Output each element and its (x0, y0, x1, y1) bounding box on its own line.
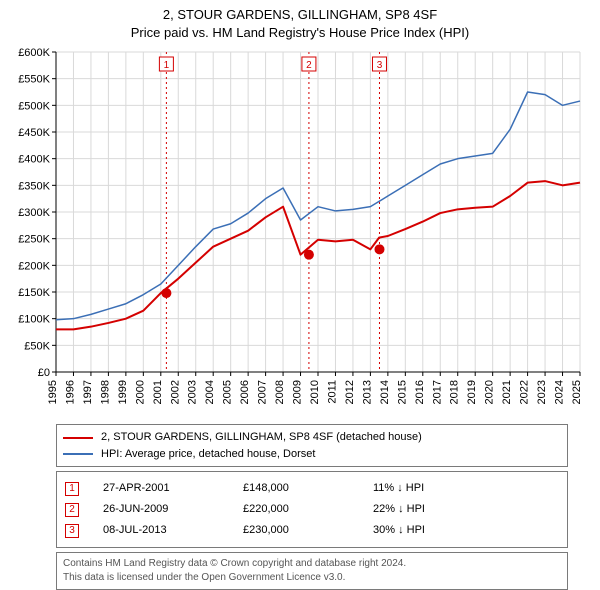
svg-text:£550K: £550K (18, 74, 50, 86)
title-block: 2, STOUR GARDENS, GILLINGHAM, SP8 4SF Pr… (0, 0, 600, 42)
event-delta: 11% ↓ HPI (373, 478, 424, 499)
title-line-1: 2, STOUR GARDENS, GILLINGHAM, SP8 4SF (0, 6, 600, 24)
legend-row: HPI: Average price, detached house, Dors… (63, 446, 561, 463)
svg-text:2017: 2017 (431, 380, 443, 404)
svg-text:1997: 1997 (82, 380, 94, 404)
event-price: £230,000 (243, 520, 373, 541)
legend-label: HPI: Average price, detached house, Dors… (101, 446, 315, 463)
svg-text:2019: 2019 (466, 380, 478, 404)
legend-box: 2, STOUR GARDENS, GILLINGHAM, SP8 4SF (d… (56, 424, 568, 467)
event-date: 08-JUL-2013 (103, 520, 243, 541)
svg-text:£450K: £450K (18, 127, 50, 139)
svg-text:£100K: £100K (18, 314, 50, 326)
svg-text:£0: £0 (38, 367, 50, 379)
svg-text:2001: 2001 (152, 380, 164, 404)
footer-line-2: This data is licensed under the Open Gov… (63, 571, 561, 585)
svg-text:2007: 2007 (257, 380, 269, 404)
svg-text:2024: 2024 (554, 380, 566, 404)
svg-text:3: 3 (377, 60, 383, 71)
svg-text:2004: 2004 (204, 380, 216, 404)
footer-box: Contains HM Land Registry data © Crown c… (56, 552, 568, 590)
svg-text:£150K: £150K (18, 287, 50, 299)
svg-text:2023: 2023 (536, 380, 548, 404)
svg-text:£400K: £400K (18, 154, 50, 166)
legend-row: 2, STOUR GARDENS, GILLINGHAM, SP8 4SF (d… (63, 429, 561, 446)
svg-text:1999: 1999 (117, 380, 129, 404)
svg-text:£250K: £250K (18, 234, 50, 246)
svg-text:2018: 2018 (449, 380, 461, 404)
svg-text:1995: 1995 (47, 380, 59, 404)
svg-text:2008: 2008 (274, 380, 286, 404)
svg-text:2005: 2005 (222, 380, 234, 404)
svg-text:£350K: £350K (18, 181, 50, 193)
title-line-2: Price paid vs. HM Land Registry's House … (0, 24, 600, 42)
event-row: 2 26-JUN-2009£220,00022% ↓ HPI (65, 499, 559, 520)
svg-text:2020: 2020 (484, 380, 496, 404)
event-row: 1 27-APR-2001£148,00011% ↓ HPI (65, 478, 559, 499)
svg-text:£50K: £50K (24, 341, 50, 353)
legend-swatch (63, 453, 93, 455)
event-price: £148,000 (243, 478, 373, 499)
svg-text:2: 2 (306, 60, 312, 71)
svg-text:2021: 2021 (501, 380, 513, 404)
event-delta: 30% ↓ HPI (373, 520, 425, 541)
svg-text:£500K: £500K (18, 101, 50, 113)
event-date: 26-JUN-2009 (103, 499, 243, 520)
svg-text:2011: 2011 (326, 380, 338, 404)
event-marker: 2 (65, 503, 79, 517)
svg-text:2002: 2002 (169, 380, 181, 404)
svg-text:2022: 2022 (519, 380, 531, 404)
svg-text:2000: 2000 (134, 380, 146, 404)
svg-text:£600K: £600K (18, 47, 50, 59)
svg-text:2003: 2003 (187, 380, 199, 404)
event-marker: 1 (65, 482, 79, 496)
event-marker: 3 (65, 524, 79, 538)
legend-swatch (63, 437, 93, 439)
event-date: 27-APR-2001 (103, 478, 243, 499)
svg-text:1: 1 (164, 60, 170, 71)
event-price: £220,000 (243, 499, 373, 520)
page-container: 2, STOUR GARDENS, GILLINGHAM, SP8 4SF Pr… (0, 0, 600, 590)
price-chart: £0 £50K £100K £150K £200K £250K £300K £350K £400… (0, 42, 600, 422)
svg-text:2009: 2009 (292, 380, 304, 404)
legend-label: 2, STOUR GARDENS, GILLINGHAM, SP8 4SF (d… (101, 429, 422, 446)
svg-text:2014: 2014 (379, 380, 391, 404)
svg-text:2012: 2012 (344, 380, 356, 404)
svg-text:2025: 2025 (571, 380, 583, 404)
svg-text:2013: 2013 (361, 380, 373, 404)
footer-line-1: Contains HM Land Registry data © Crown c… (63, 557, 561, 571)
svg-text:1996: 1996 (64, 380, 76, 404)
svg-text:2016: 2016 (414, 380, 426, 404)
svg-text:2010: 2010 (309, 380, 321, 404)
svg-text:£300K: £300K (18, 207, 50, 219)
event-row: 3 08-JUL-2013£230,00030% ↓ HPI (65, 520, 559, 541)
svg-text:2015: 2015 (396, 380, 408, 404)
event-delta: 22% ↓ HPI (373, 499, 425, 520)
svg-text:1998: 1998 (99, 380, 111, 404)
svg-text:£200K: £200K (18, 261, 50, 273)
chart-svg: £0 £50K £100K £150K £200K £250K £300K £350K £400… (0, 42, 600, 422)
events-box: 1 27-APR-2001£148,00011% ↓ HPI 2 26-JUN-200… (56, 471, 568, 548)
svg-text:2006: 2006 (239, 380, 251, 404)
